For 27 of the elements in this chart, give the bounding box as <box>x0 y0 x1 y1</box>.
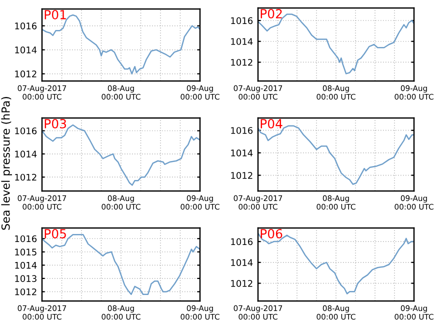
y-tick-label: 1015 <box>15 248 36 256</box>
y-tick-label: 1012 <box>15 288 36 296</box>
y-tick-label: 1014 <box>15 150 37 158</box>
y-tick-label: 1016 <box>15 235 37 242</box>
chart-title: P03 <box>44 118 66 128</box>
y-tick-label: 1014 <box>231 259 253 266</box>
y-tick-label: 1012 <box>15 174 36 181</box>
y-axis-title: Sea level pressure (hPa) <box>1 97 12 230</box>
chart-title: P01 <box>44 10 66 20</box>
y-tick-label: 1012 <box>231 172 252 179</box>
y-tick-label: 1016 <box>15 22 37 30</box>
y-tick-label: 1016 <box>231 17 253 24</box>
y-tick-label: 1012 <box>15 70 36 78</box>
y-tick-label: 1014 <box>15 46 37 54</box>
y-tick-label: 1014 <box>15 262 37 269</box>
chart-title: P05 <box>44 228 66 238</box>
y-tick-label: 1012 <box>231 280 252 287</box>
y-tick-label: 1016 <box>231 127 253 134</box>
chart-title: P02 <box>260 8 282 18</box>
y-tick-label: 1014 <box>231 150 253 156</box>
y-tick-label: 1013 <box>15 275 36 282</box>
y-tick-label: 1016 <box>15 127 37 134</box>
y-tick-label: 1014 <box>231 38 253 45</box>
y-tick-label: 1012 <box>231 58 252 66</box>
y-tick-label: 1016 <box>231 238 253 246</box>
chart-title: P06 <box>260 228 282 238</box>
chart-title: P04 <box>260 118 282 128</box>
